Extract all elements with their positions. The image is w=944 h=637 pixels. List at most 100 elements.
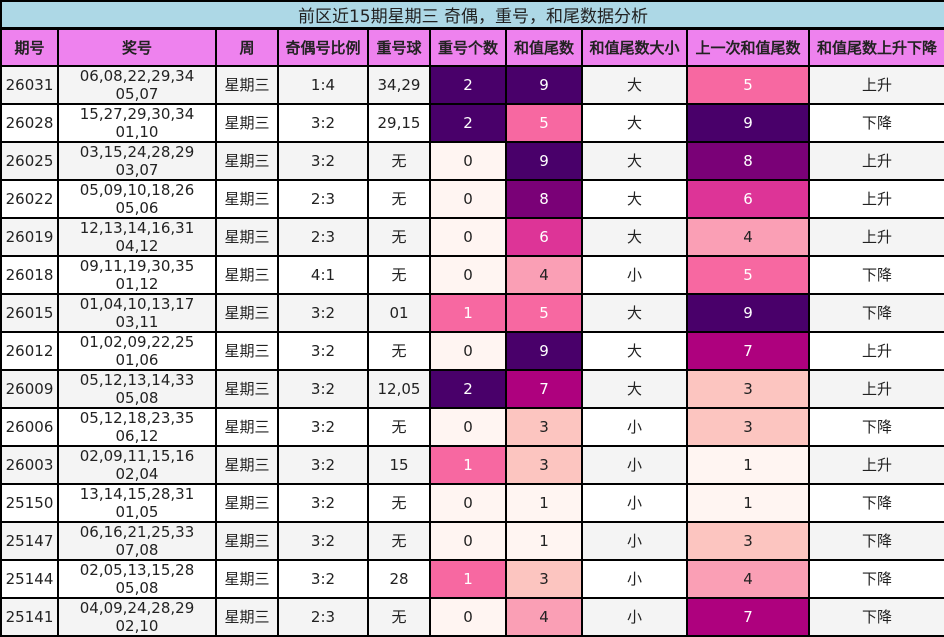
cell-repeat-balls: 无 <box>367 140 431 181</box>
cell-sum-tail-size: 小 <box>581 596 688 637</box>
cell-prev-sum-tail: 5 <box>686 64 810 105</box>
cell-odd-even-ratio: 2:3 <box>277 216 369 257</box>
cell-numbers: 06,16,21,25,33 07,08 <box>57 520 217 561</box>
table-row: 26003 02,09,11,15,16 02,04 星期三 3:2 15 1 3 小 1 上升 <box>0 444 944 485</box>
cell-odd-even-ratio: 3:2 <box>277 102 369 143</box>
cell-sum-tail-size: 大 <box>581 330 688 371</box>
cell-issue: 25144 <box>0 558 59 599</box>
cell-sum-tail-size: 小 <box>581 520 688 561</box>
cell-sum-tail-trend: 下降 <box>807 520 944 561</box>
cell-repeat-balls: 12,05 <box>367 368 431 409</box>
cell-repeat-balls: 34,29 <box>367 64 431 105</box>
cell-sum-tail-size: 小 <box>581 254 688 295</box>
cell-sum-tail-trend: 上升 <box>807 178 944 219</box>
cell-issue: 26019 <box>0 216 59 257</box>
cell-sum-tail-size: 大 <box>581 216 688 257</box>
cell-repeat-balls: 无 <box>367 178 431 219</box>
cell-weekday: 星期三 <box>215 406 279 447</box>
cell-weekday: 星期三 <box>215 444 279 485</box>
cell-issue: 26012 <box>0 330 59 371</box>
cell-repeat-count: 1 <box>429 558 507 599</box>
cell-sum-tail-size: 大 <box>581 292 688 333</box>
cell-weekday: 星期三 <box>215 482 279 523</box>
cell-odd-even-ratio: 3:2 <box>277 520 369 561</box>
cell-prev-sum-tail: 3 <box>686 520 810 561</box>
header-prev-sum-tail: 上一次和值尾数 <box>686 27 810 67</box>
cell-repeat-balls: 29,15 <box>367 102 431 143</box>
cell-sum-tail-size: 大 <box>581 368 688 409</box>
cell-repeat-balls: 无 <box>367 596 431 637</box>
cell-repeat-count: 0 <box>429 406 507 447</box>
cell-prev-sum-tail: 3 <box>686 406 810 447</box>
cell-sum-tail: 9 <box>505 64 583 105</box>
header-weekday: 周 <box>215 27 279 67</box>
cell-repeat-balls: 无 <box>367 216 431 257</box>
cell-numbers: 06,08,22,29,34 05,07 <box>57 64 217 105</box>
cell-sum-tail-trend: 下降 <box>807 292 944 333</box>
cell-sum-tail-size: 大 <box>581 178 688 219</box>
cell-sum-tail: 9 <box>505 330 583 371</box>
cell-numbers: 04,09,24,28,29 02,10 <box>57 596 217 637</box>
cell-prev-sum-tail: 1 <box>686 444 810 485</box>
cell-repeat-count: 0 <box>429 330 507 371</box>
cell-sum-tail: 6 <box>505 216 583 257</box>
cell-odd-even-ratio: 3:2 <box>277 368 369 409</box>
cell-issue: 26031 <box>0 64 59 105</box>
cell-repeat-count: 0 <box>429 596 507 637</box>
cell-repeat-count: 2 <box>429 64 507 105</box>
cell-sum-tail-trend: 上升 <box>807 368 944 409</box>
cell-prev-sum-tail: 7 <box>686 330 810 371</box>
cell-sum-tail: 5 <box>505 102 583 143</box>
cell-prev-sum-tail: 4 <box>686 216 810 257</box>
cell-weekday: 星期三 <box>215 596 279 637</box>
cell-numbers: 09,11,19,30,35 01,12 <box>57 254 217 295</box>
table-row: 26019 12,13,14,16,31 04,12 星期三 2:3 无 0 6 大 4 上升 <box>0 216 944 257</box>
header-repeat-balls: 重号球 <box>367 27 431 67</box>
header-repeat-count: 重号个数 <box>429 27 507 67</box>
cell-repeat-count: 2 <box>429 102 507 143</box>
cell-sum-tail: 3 <box>505 444 583 485</box>
cell-sum-tail: 4 <box>505 254 583 295</box>
cell-issue: 26003 <box>0 444 59 485</box>
cell-issue: 26022 <box>0 178 59 219</box>
cell-repeat-count: 2 <box>429 368 507 409</box>
header-issue: 期号 <box>0 27 59 67</box>
cell-issue: 26018 <box>0 254 59 295</box>
cell-repeat-count: 1 <box>429 292 507 333</box>
table-title: 前区近15期星期三 奇偶，重号，和尾数据分析 <box>0 0 944 30</box>
cell-odd-even-ratio: 3:2 <box>277 444 369 485</box>
cell-repeat-count: 0 <box>429 520 507 561</box>
cell-issue: 26025 <box>0 140 59 181</box>
cell-sum-tail-size: 小 <box>581 482 688 523</box>
table-row: 25147 06,16,21,25,33 07,08 星期三 3:2 无 0 1 小 3 下降 <box>0 520 944 561</box>
cell-numbers: 02,09,11,15,16 02,04 <box>57 444 217 485</box>
cell-prev-sum-tail: 6 <box>686 178 810 219</box>
cell-prev-sum-tail: 7 <box>686 596 810 637</box>
cell-repeat-count: 0 <box>429 254 507 295</box>
cell-sum-tail-trend: 下降 <box>807 482 944 523</box>
cell-sum-tail-size: 大 <box>581 64 688 105</box>
cell-numbers: 02,05,13,15,28 05,08 <box>57 558 217 599</box>
cell-sum-tail-trend: 下降 <box>807 558 944 599</box>
cell-issue: 26015 <box>0 292 59 333</box>
cell-prev-sum-tail: 1 <box>686 482 810 523</box>
table-row: 26025 03,15,24,28,29 03,07 星期三 3:2 无 0 9 大 8 上升 <box>0 140 944 181</box>
cell-sum-tail-size: 小 <box>581 558 688 599</box>
cell-sum-tail-trend: 下降 <box>807 102 944 143</box>
cell-prev-sum-tail: 8 <box>686 140 810 181</box>
header-numbers: 奖号 <box>57 27 217 67</box>
cell-weekday: 星期三 <box>215 178 279 219</box>
table-row: 26018 09,11,19,30,35 01,12 星期三 4:1 无 0 4 小 5 下降 <box>0 254 944 295</box>
cell-odd-even-ratio: 3:2 <box>277 558 369 599</box>
cell-weekday: 星期三 <box>215 330 279 371</box>
cell-numbers: 01,02,09,22,25 01,06 <box>57 330 217 371</box>
cell-prev-sum-tail: 9 <box>686 292 810 333</box>
header-sum-tail-trend: 和值尾数上升下降 <box>807 27 944 67</box>
header-odd-even-ratio: 奇偶号比例 <box>277 27 369 67</box>
cell-repeat-balls: 无 <box>367 520 431 561</box>
table-row: 26031 06,08,22,29,34 05,07 星期三 1:4 34,29 2 9 大 5… <box>0 64 944 105</box>
cell-numbers: 01,04,10,13,17 03,11 <box>57 292 217 333</box>
cell-sum-tail: 4 <box>505 596 583 637</box>
table-row: 25150 13,14,15,28,31 01,05 星期三 3:2 无 0 1 小 1 下降 <box>0 482 944 523</box>
cell-repeat-count: 0 <box>429 482 507 523</box>
